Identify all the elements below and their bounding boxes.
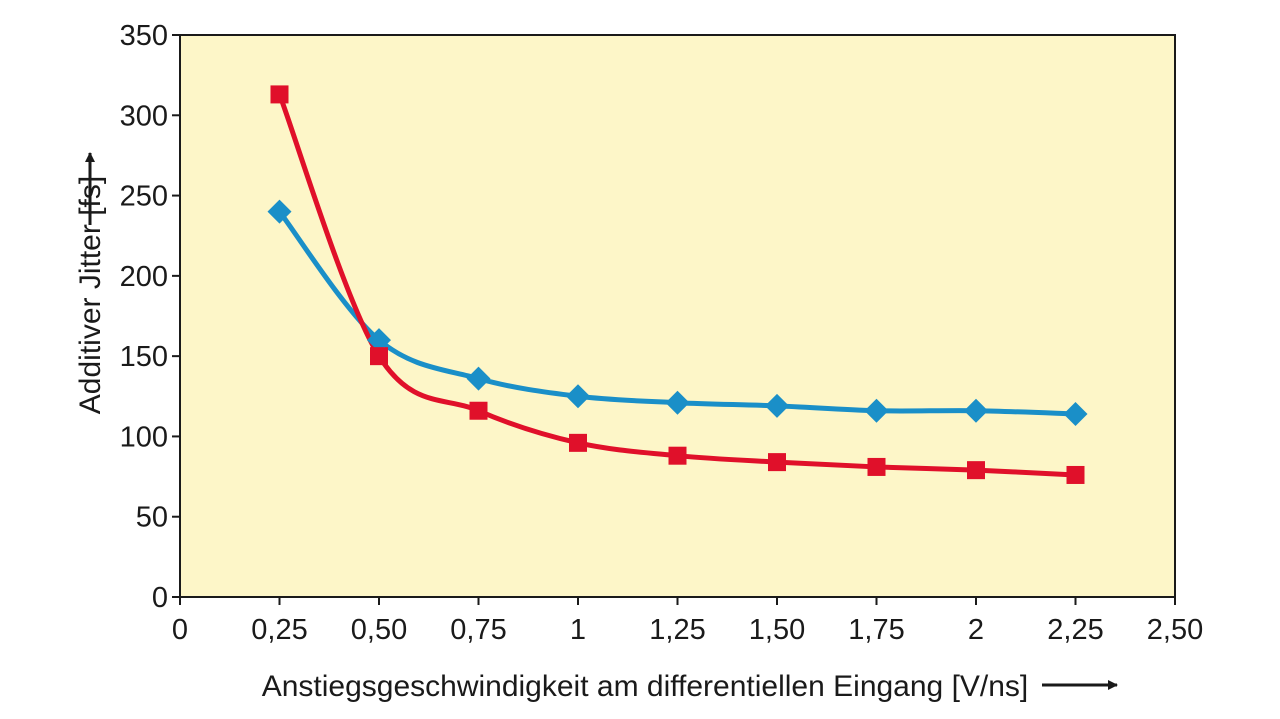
y-axis-ticks: 0 50 100 150 200 250 300 350 xyxy=(120,20,180,614)
data-point-diamond xyxy=(267,199,292,224)
series-line-1 xyxy=(277,209,1078,417)
x-axis-title: Anstiegsgeschwindigkeit am differentiell… xyxy=(262,670,1029,703)
x-axis-ticks: 0 0,25 0,50 0,75 1 1,25 1,50 1,75 2 2,25 2,50 xyxy=(172,597,1203,646)
data-point-square xyxy=(668,446,687,465)
data-point-diamond xyxy=(964,398,988,423)
data-point-square xyxy=(967,461,985,480)
y-tick-label: 100 xyxy=(120,421,168,453)
data-point-diamond xyxy=(367,328,391,353)
y-tick-label: 150 xyxy=(120,341,168,373)
x-tick-label: 0,25 xyxy=(251,614,307,646)
x-tick-label: 2,25 xyxy=(1047,614,1103,646)
x-tick-label: 1,75 xyxy=(848,614,904,646)
data-point-diamond xyxy=(665,390,690,415)
y-tick-label: 200 xyxy=(120,261,168,293)
y-tick-label: 350 xyxy=(120,20,168,52)
data-point-square xyxy=(867,457,886,476)
data-point-square xyxy=(569,433,587,452)
plot-area xyxy=(180,35,1175,597)
series-markers xyxy=(267,85,1088,484)
data-point-diamond xyxy=(864,398,889,423)
y-tick-label: 250 xyxy=(120,181,168,213)
data-point-diamond xyxy=(1063,401,1088,426)
x-tick-label: 2 xyxy=(968,614,984,646)
y-tick-label: 50 xyxy=(136,502,168,534)
x-tick-label: 1 xyxy=(570,614,586,646)
x-tick-label: 1,25 xyxy=(649,614,705,646)
y-tick-label: 300 xyxy=(120,100,168,132)
data-point-square xyxy=(768,453,786,472)
x-tick-label: 1,50 xyxy=(749,614,805,646)
data-point-square xyxy=(469,401,488,420)
y-tick-label: 0 xyxy=(152,582,168,614)
data-point-diamond xyxy=(566,384,590,409)
data-point-diamond xyxy=(466,366,491,391)
data-point-diamond xyxy=(765,393,789,418)
x-tick-label: 0,50 xyxy=(351,614,407,646)
x-tick-label: 0 xyxy=(172,614,188,646)
data-point-square xyxy=(1066,465,1085,484)
x-tick-label: 0,75 xyxy=(450,614,506,646)
data-point-square xyxy=(270,85,289,104)
x-tick-label: 2,50 xyxy=(1147,614,1203,646)
data-point-square xyxy=(370,347,388,366)
